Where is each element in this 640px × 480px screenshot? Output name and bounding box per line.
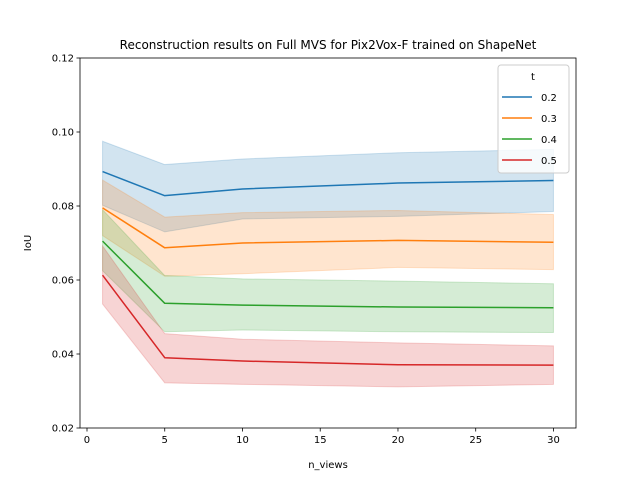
legend-entries: 0.2 0.3 0.4 0.5 xyxy=(502,93,557,167)
x-axis-ticks: 0 5 10 15 20 25 30 xyxy=(84,428,560,446)
x-tick-label: 20 xyxy=(392,435,405,446)
x-axis-label: n_views xyxy=(308,460,348,471)
x-tick-label: 0 xyxy=(84,435,90,446)
x-tick-label: 15 xyxy=(314,435,327,446)
y-tick-label: 0.10 xyxy=(52,128,74,139)
line-t-0.2 xyxy=(102,170,554,197)
legend-label-t-0.2: 0.2 xyxy=(541,93,557,104)
legend-box xyxy=(497,64,570,174)
band-t-0.2 xyxy=(102,140,554,233)
confidence-bands xyxy=(102,140,554,388)
line-t-0.3 xyxy=(102,207,554,249)
band-t-0.5 xyxy=(102,244,554,388)
x-tick-label: 10 xyxy=(236,435,249,446)
series-lines xyxy=(101,170,554,366)
x-tick-label: 25 xyxy=(469,435,482,446)
plot-frame xyxy=(79,57,577,429)
band-t-0.3 xyxy=(102,179,554,277)
chart-title: Reconstruction results on Full MVS for P… xyxy=(120,38,537,52)
legend-label-t-0.3: 0.3 xyxy=(541,114,557,125)
legend: t 0.2 0.3 0.4 0.5 xyxy=(497,64,570,174)
y-tick-label: 0.08 xyxy=(52,202,74,213)
x-tick-label: 30 xyxy=(547,435,560,446)
x-tick-label: 5 xyxy=(162,435,168,446)
y-axis-label: IoU xyxy=(23,235,34,251)
band-t-0.4 xyxy=(102,208,554,334)
legend-title: t xyxy=(531,72,535,83)
legend-label-t-0.5: 0.5 xyxy=(541,156,557,167)
y-axis-ticks: 0.02 0.04 0.06 0.08 0.10 0.12 xyxy=(52,54,80,435)
y-tick-label: 0.02 xyxy=(52,424,74,435)
y-tick-label: 0.04 xyxy=(52,350,74,361)
line-t-0.5 xyxy=(101,274,554,366)
legend-label-t-0.4: 0.4 xyxy=(541,135,557,146)
line-t-0.4 xyxy=(102,240,554,309)
y-tick-label: 0.06 xyxy=(52,276,74,287)
y-tick-label: 0.12 xyxy=(52,54,74,65)
